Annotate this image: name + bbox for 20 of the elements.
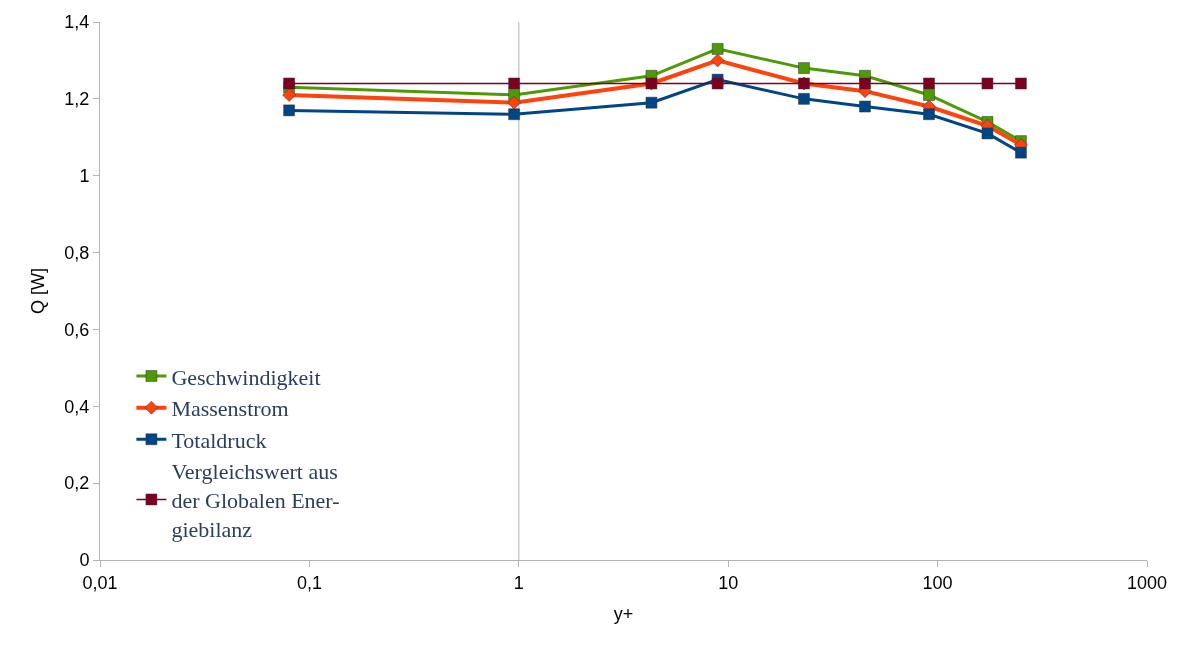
x-tick-label: 1 [513,572,524,593]
y-axis-title: Q [W] [27,268,48,314]
y-tick-label: 0,2 [64,473,90,494]
x-tick-label: 1000 [1126,572,1168,593]
legend-label: Totaldruck [171,427,267,453]
x-tick-label: 10 [718,572,739,593]
y-tick-label: 0 [79,550,90,571]
y-tick-label: 0,4 [64,396,90,417]
x-tick-label: 100 [922,572,953,593]
y-tick-label: 1 [79,166,90,187]
y-tick-label: 0,6 [64,319,90,340]
x-axis-title: y+ [613,603,634,624]
x-tick-label: 0,01 [82,572,118,593]
x-tick-label: 0,1 [296,572,322,593]
legend-label: Vergleichswert aus der Globalen Ener- giebilanz [171,459,340,542]
legend-label: Massenstrom [171,396,289,422]
legend-label: Geschwindigkeit [171,364,321,390]
y-tick-label: 1,4 [64,12,90,33]
y-tick-label: 0,8 [64,242,90,263]
y-tick-label: 1,2 [64,89,90,110]
